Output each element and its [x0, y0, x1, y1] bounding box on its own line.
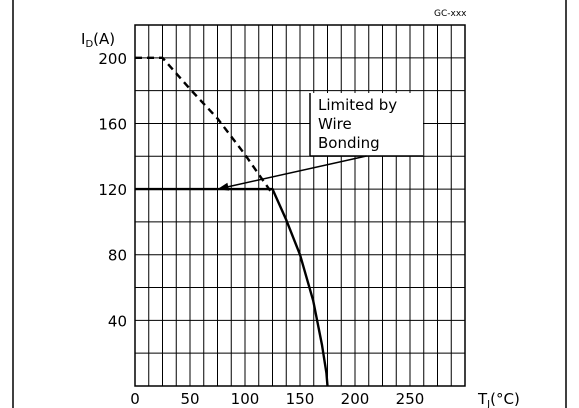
y-tick-label: 80	[108, 247, 127, 265]
annotation-text-line: Bonding	[318, 134, 380, 152]
x-axis-label-unit: (°C)	[490, 390, 520, 408]
annotation-text-line: Limited by	[318, 96, 397, 114]
corner-label: GC-xxx	[434, 9, 467, 19]
annotation-text-line: Wire	[318, 115, 352, 133]
x-axis-label-subscript: J	[486, 399, 490, 408]
plot-area-border	[134, 24, 466, 387]
x-tick-label: 250	[396, 390, 425, 408]
y-tick-label: 200	[98, 50, 127, 68]
curves	[135, 56, 329, 387]
x-axis-label: TJ(°C)	[477, 390, 520, 408]
tick-labels: 40 80 120 160 200 0 50 100 150 200 250	[98, 50, 424, 408]
y-axis-label-subscript: D	[85, 39, 93, 50]
solid-curve	[135, 187, 329, 387]
x-tick-label: 200	[341, 390, 370, 408]
x-tick-label: 0	[130, 390, 140, 408]
annotation-arrowhead	[217, 182, 230, 191]
annotation-arrow-line	[217, 155, 367, 190]
x-tick-label: 150	[286, 390, 315, 408]
y-tick-label: 40	[108, 312, 127, 330]
dashed-curve	[135, 56, 274, 195]
x-tick-label: 50	[180, 390, 199, 408]
y-tick-label: 120	[98, 181, 127, 199]
y-axis-label-unit: (A)	[93, 30, 115, 48]
x-tick-label: 100	[231, 390, 260, 408]
annotation-background	[310, 93, 423, 156]
grid	[134, 24, 466, 387]
y-tick-label: 160	[98, 115, 127, 133]
y-axis-label: ID(A)	[81, 30, 115, 50]
